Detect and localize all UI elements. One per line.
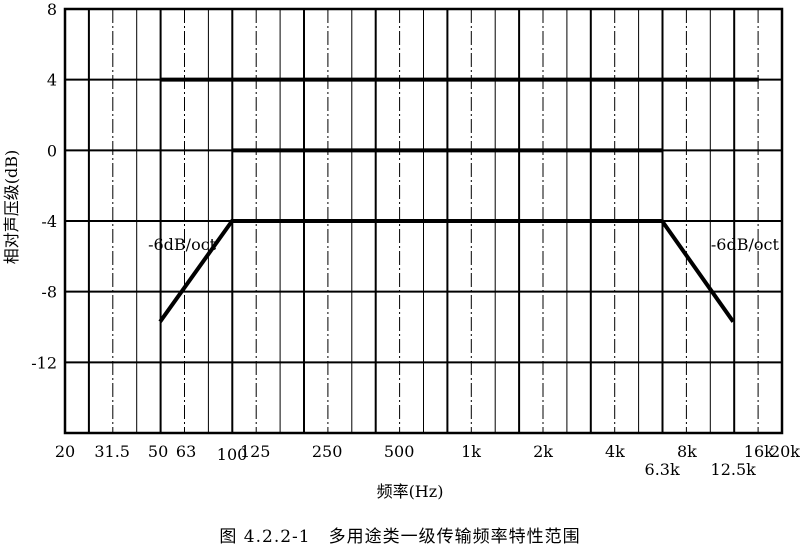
x-axis-label: 频率(Hz) xyxy=(376,482,444,501)
x-tick-label: 63 xyxy=(176,442,196,461)
x-tick-label: 50 xyxy=(148,442,168,461)
x-tick-label: 8k xyxy=(677,442,697,461)
x-tick-label: 16k xyxy=(744,442,774,461)
x-tick-label: 1k xyxy=(461,442,481,461)
x-tick-label: 250 xyxy=(312,442,343,461)
x-tick-label: 20k xyxy=(770,442,800,461)
y-tick-label: 0 xyxy=(47,141,57,160)
slope-annotation: -6dB/oct xyxy=(148,235,217,254)
y-tick-label: 8 xyxy=(47,0,57,19)
x-tick-label: 125 xyxy=(240,442,271,461)
slope-annotation: -6dB/oct xyxy=(711,235,780,254)
y-axis-label: 相对声压级(dB) xyxy=(2,149,21,265)
plot-frame xyxy=(63,7,784,435)
x-tick-label: 100 xyxy=(217,445,248,464)
y-tick-label: -8 xyxy=(41,283,57,302)
x-tick-label: 4k xyxy=(605,442,625,461)
y-tick-label: 4 xyxy=(47,71,57,90)
x-tick-label: 31.5 xyxy=(94,442,130,461)
x-tick-label: 12.5k xyxy=(711,460,757,479)
y-tick-label: -12 xyxy=(31,353,57,372)
x-tick-label: 20 xyxy=(55,442,75,461)
x-tick-label: 2k xyxy=(533,442,553,461)
x-tick-label: 6.3k xyxy=(645,460,680,479)
x-tick-label: 500 xyxy=(384,442,415,461)
y-tick-label: -4 xyxy=(41,212,57,231)
figure-caption: 图 4.2.2-1 多用途类一级传输频率特性范围 xyxy=(219,527,581,547)
series-line-3 xyxy=(158,219,735,323)
